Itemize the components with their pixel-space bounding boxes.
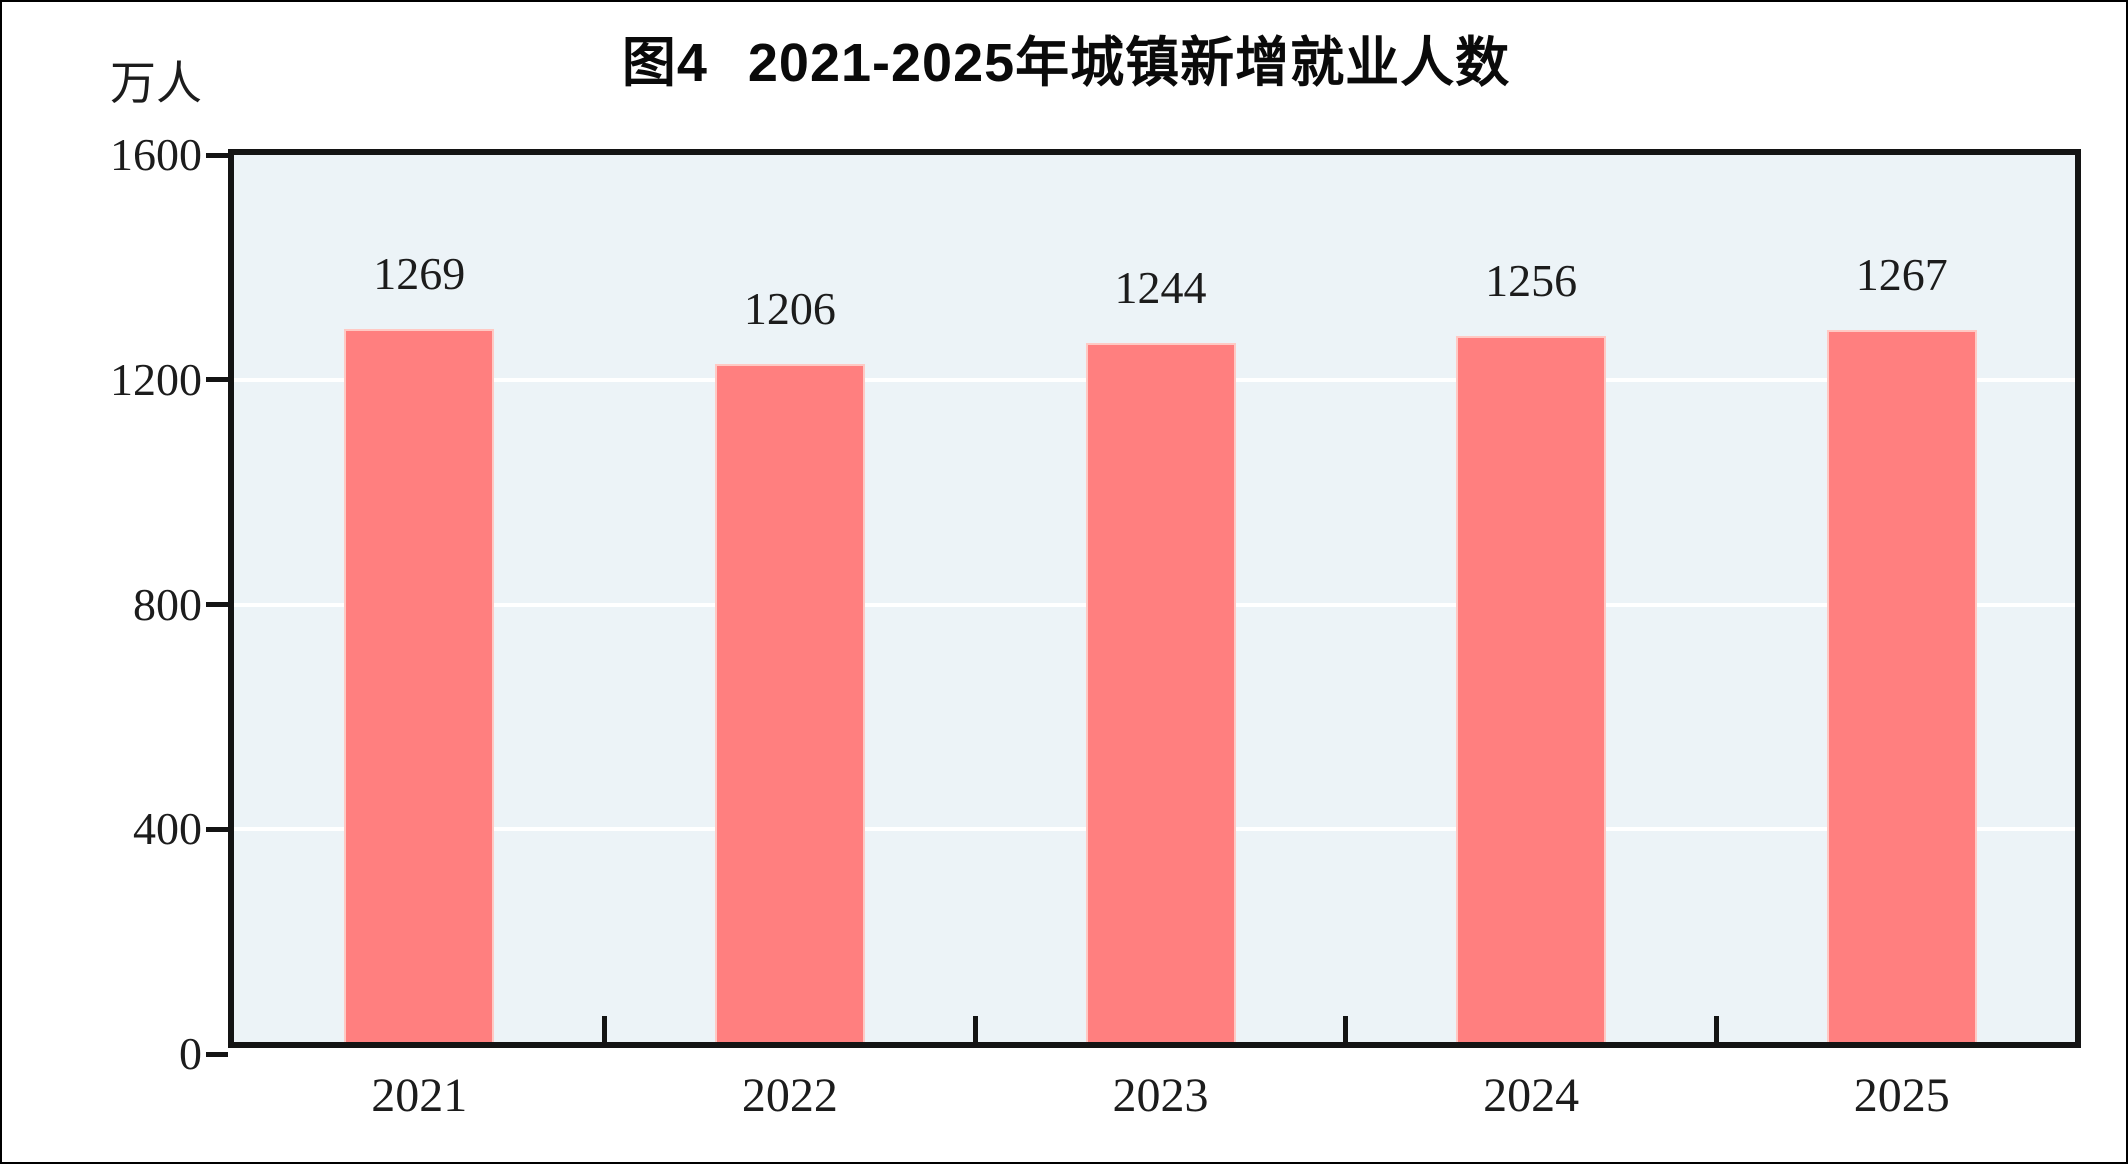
bar-2022 — [714, 364, 865, 1042]
y-tick-label-1200: 1200 — [110, 353, 202, 405]
figure-number-label: 图4 — [621, 33, 708, 93]
y-tick-label-400: 400 — [133, 803, 202, 855]
x-tick-label-2023: 2023 — [1112, 1069, 1209, 1122]
x-tick-label-2021: 2021 — [371, 1069, 468, 1122]
plot-area: 1269 1206 1244 1256 1267 — [228, 149, 2081, 1048]
chart-title: 图4 2021-2025年城镇新增就业人数 — [2, 32, 2128, 94]
y-tick-mark-400 — [206, 826, 228, 832]
y-tick-mark-1200 — [206, 377, 228, 383]
x-tick-label-2025: 2025 — [1853, 1069, 1950, 1122]
x-tick-label-2022: 2022 — [741, 1069, 838, 1122]
bar-2023 — [1085, 343, 1236, 1042]
x-tick-mark — [972, 1016, 978, 1042]
bar-2024 — [1456, 336, 1607, 1042]
x-tick-mark — [602, 1016, 608, 1042]
bar-2025 — [1826, 330, 1977, 1042]
bar-2021 — [344, 328, 495, 1042]
value-label-2025: 1267 — [1855, 249, 1948, 301]
y-tick-label-0: 0 — [179, 1028, 202, 1079]
value-label-2022: 1206 — [743, 283, 836, 335]
x-tick-mark — [1713, 1016, 1719, 1042]
y-tick-label-800: 800 — [133, 578, 202, 630]
value-label-2024: 1256 — [1485, 255, 1578, 307]
x-tick-mark — [1343, 1016, 1349, 1042]
y-tick-mark-0 — [206, 1051, 228, 1057]
y-tick-mark-1600 — [206, 152, 228, 158]
value-label-2023: 1244 — [1114, 262, 1207, 314]
value-label-2021: 1269 — [373, 247, 466, 299]
y-axis-unit-label: 万人 — [110, 58, 202, 109]
y-tick-mark-800 — [206, 602, 228, 607]
y-tick-label-1600: 1600 — [110, 129, 202, 180]
chart-title-text: 2021-2025年城镇新增就业人数 — [747, 33, 1511, 93]
x-tick-label-2024: 2024 — [1483, 1069, 1580, 1122]
